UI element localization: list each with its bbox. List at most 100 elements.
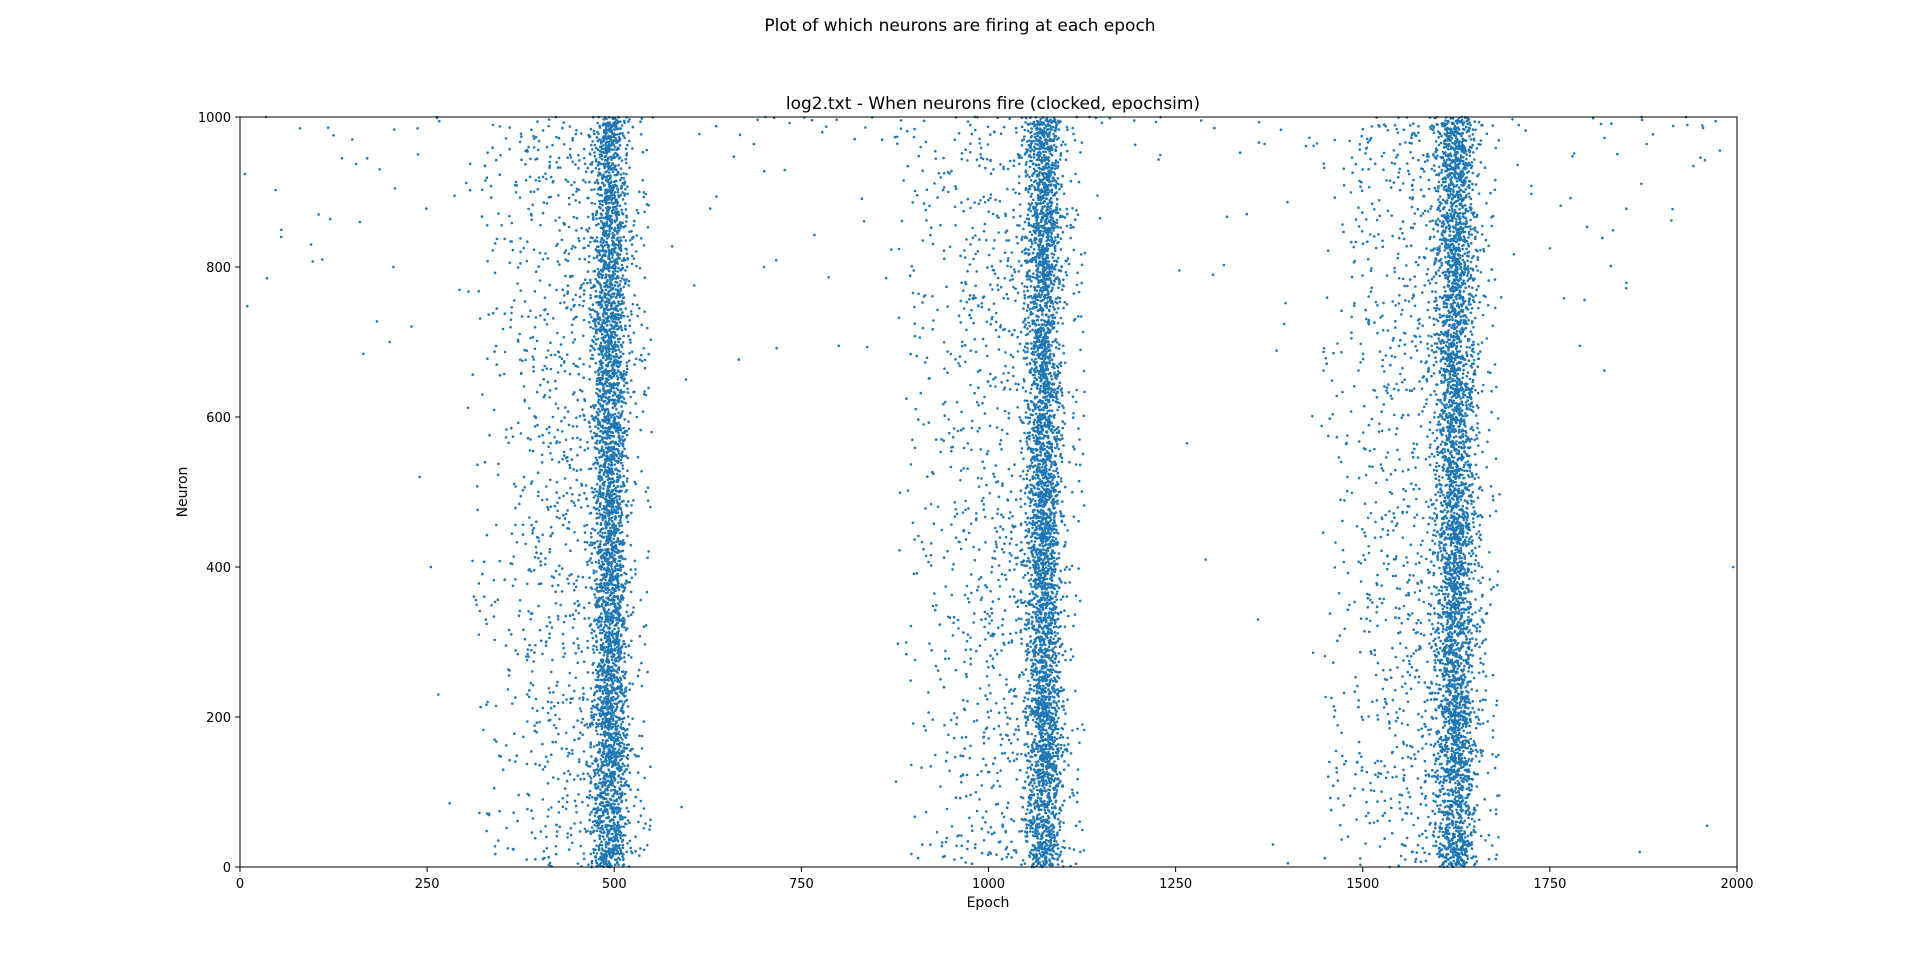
spike-point (530, 809, 533, 812)
spike-point (618, 733, 622, 737)
spike-point (622, 670, 625, 673)
spike-point (622, 825, 626, 828)
spike-point (619, 289, 622, 293)
spike-point (578, 830, 582, 833)
spike-point (543, 296, 547, 300)
spike-point (626, 387, 629, 391)
spike-point (598, 712, 601, 715)
spike-point (614, 567, 617, 571)
spike-point (638, 358, 642, 361)
spike-point (603, 572, 606, 576)
spike-point (601, 518, 604, 522)
spike-point (550, 575, 554, 578)
spike-point (606, 149, 610, 153)
spike-point (593, 335, 596, 338)
spike-point (595, 622, 599, 626)
spike-point (610, 167, 614, 170)
spike-point (602, 654, 606, 657)
spike-point (605, 808, 609, 811)
spike-point (579, 844, 583, 848)
spike-point (609, 398, 613, 402)
spike-point (613, 609, 616, 613)
spike-point (610, 463, 614, 467)
spike-point (549, 505, 552, 509)
spike-point (612, 134, 616, 137)
spike-point (604, 454, 608, 458)
spike-point (646, 225, 650, 229)
spike-point (596, 439, 599, 443)
spike-point (579, 710, 583, 713)
spike-point (602, 606, 605, 610)
spike-point (614, 429, 618, 433)
spike-point (615, 861, 619, 864)
spike-point (627, 334, 630, 338)
spike-point (594, 415, 598, 419)
spike-point (626, 534, 629, 538)
spike-point (516, 652, 520, 656)
spike-point (603, 854, 606, 858)
spike-point (607, 697, 610, 700)
spike-point (612, 492, 615, 496)
spike-point (603, 609, 606, 612)
spike-point (558, 263, 561, 266)
spike-point (515, 541, 519, 544)
spike-point (608, 229, 612, 233)
spike-point (590, 188, 593, 192)
spike-point (631, 254, 634, 258)
spike-point (554, 590, 557, 594)
spike-point (593, 285, 597, 288)
spike-point (616, 191, 620, 194)
spike-point (607, 343, 610, 347)
spike-point (522, 475, 526, 479)
spike-point (618, 497, 621, 501)
spike-point (617, 163, 620, 167)
spike-point (618, 144, 622, 147)
spike-point (604, 557, 608, 560)
spike-point (621, 296, 625, 300)
spike-point (607, 412, 610, 415)
spike-point (602, 463, 606, 466)
spike-point (608, 598, 611, 602)
spike-point (625, 698, 629, 702)
spike-point (523, 300, 527, 303)
spike-point (541, 129, 545, 132)
spike-point (593, 132, 596, 136)
spike-point (581, 717, 585, 721)
spike-point (607, 134, 611, 138)
spike-point (602, 216, 605, 220)
spike-point (547, 124, 550, 128)
spike-point (627, 284, 630, 287)
spike-point (563, 517, 567, 520)
spike-point (568, 671, 572, 675)
spike-point (624, 247, 627, 251)
spike-point (544, 755, 548, 758)
spike-point (604, 542, 607, 545)
spike-point (514, 578, 517, 581)
spike-point (545, 427, 549, 431)
spike-point (601, 658, 605, 662)
spike-point (618, 716, 621, 720)
spike-point (630, 504, 633, 507)
spike-point (583, 156, 586, 160)
spike-point (572, 317, 575, 321)
spike-point (599, 173, 602, 176)
spike-point (565, 747, 568, 751)
spike-point (643, 776, 646, 780)
spike-point (607, 679, 610, 682)
spike-point (636, 674, 640, 678)
spike-point (638, 266, 642, 270)
spike-point (605, 755, 608, 759)
spike-point (610, 632, 614, 635)
spike-point (573, 822, 576, 825)
spike-point (598, 781, 601, 785)
spike-point (562, 121, 565, 124)
spike-point (607, 851, 611, 854)
spike-point (618, 754, 621, 758)
spike-point (581, 686, 585, 690)
spike-point (603, 730, 607, 733)
spike-point (597, 407, 600, 411)
spike-point (606, 566, 609, 569)
spike-point (586, 270, 590, 273)
spike-point (603, 471, 606, 474)
